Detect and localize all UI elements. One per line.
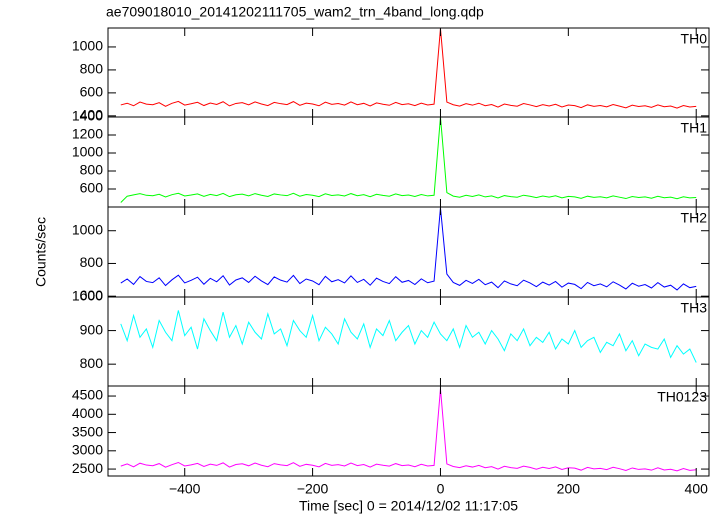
- y-tick-label: 800: [80, 254, 104, 270]
- data-line: [120, 310, 697, 363]
- y-tick-label: 1000: [72, 144, 103, 160]
- x-tick-label: 200: [557, 481, 581, 497]
- y-tick-label: 1200: [72, 126, 103, 142]
- y-tick-label: 1400: [72, 108, 103, 124]
- y-tick-label: 600: [80, 84, 104, 100]
- y-tick-label: 800: [80, 162, 104, 178]
- x-axis-label: Time [sec] 0 = 2014/12/02 11:17:05: [299, 498, 518, 514]
- panel-label: TH2: [681, 210, 708, 226]
- y-tick-label: 800: [80, 355, 104, 371]
- panel-label: TH3: [681, 300, 708, 316]
- y-tick-label: 3000: [72, 442, 103, 458]
- y-tick-label: 600: [80, 287, 104, 303]
- chart-title: ae709018010_20141202111705_wam2_trn_4ban…: [106, 4, 484, 20]
- y-axis-label: Counts/sec: [33, 217, 49, 287]
- x-tick-label: −200: [297, 481, 329, 497]
- x-tick-label: 400: [685, 481, 709, 497]
- y-tick-label: 4000: [72, 405, 103, 421]
- y-tick-label: 800: [80, 61, 104, 77]
- y-tick-label: 400: [80, 107, 104, 123]
- x-tick-label: −400: [169, 481, 201, 497]
- x-tick-label: 0: [437, 481, 445, 497]
- panel-label: TH1: [681, 120, 708, 136]
- panel-frame: [107, 296, 710, 387]
- y-tick-label: 600: [80, 180, 104, 196]
- panel-label: TH0: [681, 31, 708, 47]
- y-tick-label: 1000: [72, 38, 103, 54]
- y-tick-label: 1000: [72, 221, 103, 237]
- data-line: [120, 28, 697, 109]
- data-line: [120, 117, 697, 203]
- y-tick-label: 4500: [72, 387, 103, 403]
- y-tick-label: 900: [80, 321, 104, 337]
- panel-frame: [107, 116, 710, 208]
- panel-frame: [107, 385, 710, 477]
- y-tick-label: 1000: [72, 288, 103, 304]
- data-line: [120, 388, 697, 472]
- y-tick-label: 2500: [72, 460, 103, 476]
- panel-label: TH0123: [657, 389, 707, 405]
- y-tick-label: 3500: [72, 423, 103, 439]
- panel-frame: [107, 206, 710, 298]
- data-line: [120, 207, 697, 291]
